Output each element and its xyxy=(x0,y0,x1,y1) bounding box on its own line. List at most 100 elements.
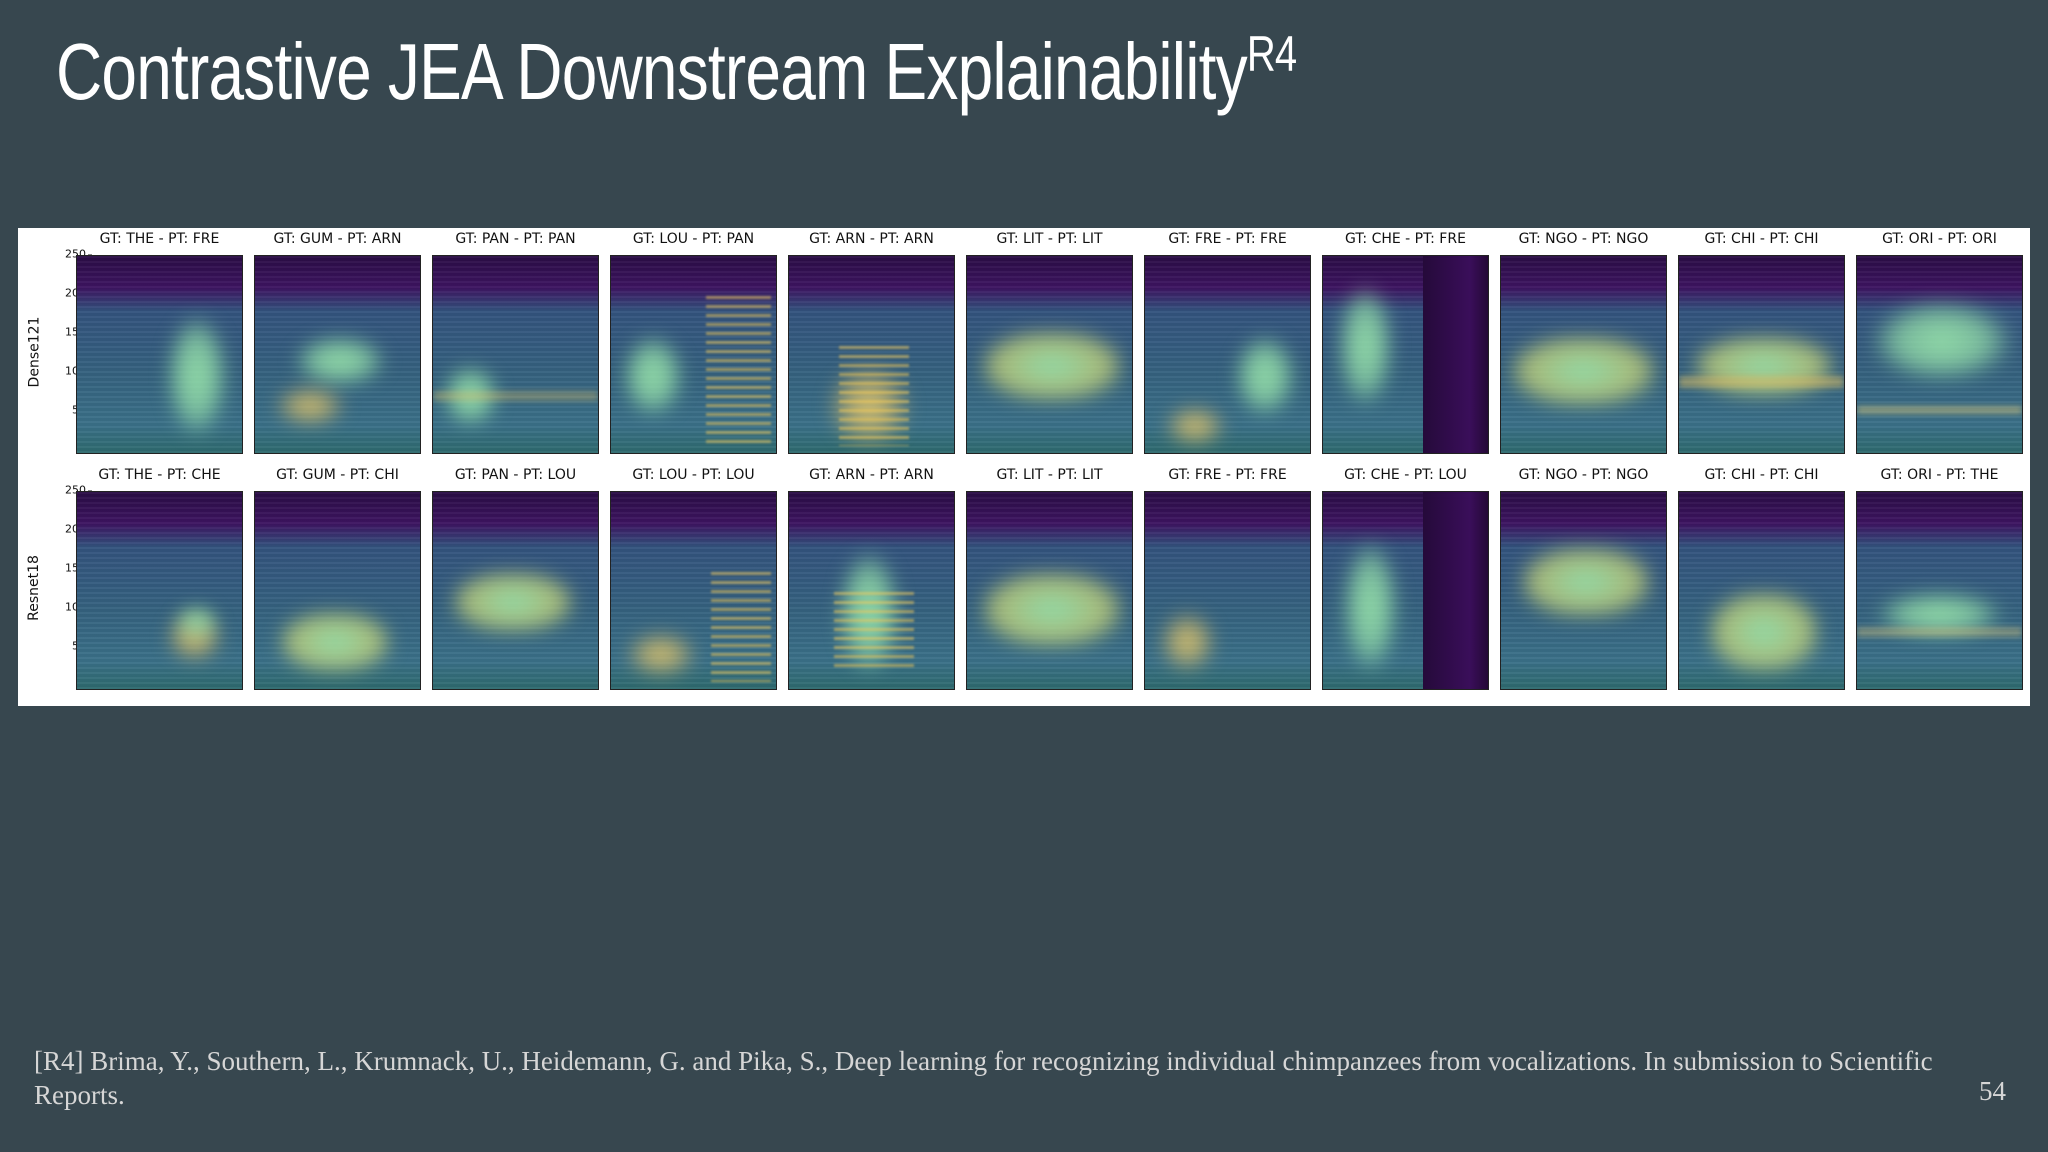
heatmap-overlay xyxy=(839,346,909,446)
spectrogram-panel: GT: CHE - PT: FRE xyxy=(1322,228,1489,464)
gradcam-heatmap-image xyxy=(788,491,955,690)
gradcam-heatmap-image xyxy=(1678,255,1845,454)
gradcam-spectrogram-figure: Dense121 250200150100500 GT: THE - PT: F… xyxy=(18,228,2030,706)
heatmap-overlay xyxy=(177,607,217,637)
heatmap-overlay xyxy=(982,572,1122,647)
gradcam-heatmap-image xyxy=(1322,255,1489,454)
panel-title: GT: LIT - PT: LIT xyxy=(996,231,1103,247)
heatmap-overlay xyxy=(1165,406,1225,446)
gradcam-heatmap-image xyxy=(610,255,777,454)
spectrogram-panel: GT: ORI - PT: THE xyxy=(1856,464,2023,700)
spectrogram-panel: GT: LOU - PT: PAN xyxy=(610,228,777,464)
heatmap-overlay xyxy=(982,331,1122,401)
figure-row-dense121: Dense121 250200150100500 GT: THE - PT: F… xyxy=(18,228,2030,464)
spectrogram-panel: GT: FRE - PT: FRE xyxy=(1144,464,1311,700)
gradcam-heatmap-image xyxy=(1500,255,1667,454)
panel-title: GT: LIT - PT: LIT xyxy=(996,467,1103,483)
slide-title-text: Contrastive JEA Downstream Explainabilit… xyxy=(56,27,1248,116)
heatmap-overlay xyxy=(167,316,227,436)
spectrogram-panel: GT: THE - PT: FRE xyxy=(76,228,243,464)
heatmap-overlay xyxy=(1423,256,1488,453)
heatmap-overlay xyxy=(706,296,771,446)
page-number: 54 xyxy=(1979,1076,2006,1106)
panel-title: GT: ORI - PT: THE xyxy=(1880,467,1999,483)
panel-title: GT: CHE - PT: FRE xyxy=(1345,231,1466,247)
heatmap-overlay xyxy=(443,366,498,426)
panel-title: GT: ARN - PT: ARN xyxy=(809,231,934,247)
gradcam-heatmap-image xyxy=(1856,255,2023,454)
panel-title: GT: NGO - PT: NGO xyxy=(1518,467,1649,483)
heatmap-overlay xyxy=(1877,592,2002,637)
spectrogram-panel: GT: ORI - PT: ORI xyxy=(1856,228,2023,464)
gradcam-heatmap-image xyxy=(76,255,243,454)
figure-row-resnet18: Resnet18 250200150100500 GT: THE - PT: C… xyxy=(18,464,2030,700)
heatmap-overlay xyxy=(1857,406,2022,414)
panel-title: GT: CHE - PT: LOU xyxy=(1344,467,1467,483)
spectrogram-panel: GT: NGO - PT: NGO xyxy=(1500,228,1667,464)
panel-title: GT: LOU - PT: PAN xyxy=(632,231,755,247)
panel-title: GT: GUM - PT: ARN xyxy=(273,231,402,247)
heatmap-overlay xyxy=(1857,627,2022,637)
reference-footnote: [R4] Brima, Y., Southern, L., Krumnack, … xyxy=(34,1046,1933,1110)
heatmap-overlay xyxy=(626,632,696,677)
gradcam-heatmap-image xyxy=(610,491,777,690)
panel-title: GT: FRE - PT: FRE xyxy=(1168,231,1287,247)
heatmap-overlay xyxy=(453,572,573,632)
heatmap-overlay xyxy=(1423,492,1488,689)
heatmap-overlay xyxy=(1338,286,1393,406)
heatmap-overlay xyxy=(1511,336,1656,406)
heatmap-overlay xyxy=(295,336,385,386)
slide-title: Contrastive JEA Downstream Explainabilit… xyxy=(56,22,1297,122)
row-label-dense121: Dense121 xyxy=(26,316,42,388)
panel-title: GT: NGO - PT: NGO xyxy=(1518,231,1649,247)
spectrogram-panel: GT: ARN - PT: ARN xyxy=(788,228,955,464)
heatmap-overlay xyxy=(711,572,771,682)
gradcam-heatmap-image xyxy=(966,255,1133,454)
spectrogram-panel: GT: CHE - PT: LOU xyxy=(1322,464,1489,700)
panel-title: GT: CHI - PT: CHI xyxy=(1704,467,1819,483)
panel-title: GT: THE - PT: FRE xyxy=(99,231,220,247)
spectrogram-panel: GT: PAN - PT: LOU xyxy=(432,464,599,700)
gradcam-heatmap-image xyxy=(1322,491,1489,690)
spectrogram-panel: GT: THE - PT: CHE xyxy=(76,464,243,700)
panel-title: GT: ARN - PT: ARN xyxy=(809,467,934,483)
heatmap-overlay xyxy=(1160,612,1215,672)
gradcam-heatmap-image xyxy=(788,255,955,454)
panel-title: GT: THE - PT: CHE xyxy=(98,467,221,483)
row-label-resnet18: Resnet18 xyxy=(26,555,43,621)
panel-title: GT: PAN - PT: PAN xyxy=(455,231,576,247)
spectrogram-panel: GT: FRE - PT: FRE xyxy=(1144,228,1311,464)
spectrogram-panel: GT: GUM - PT: CHI xyxy=(254,464,421,700)
heatmap-overlay xyxy=(1343,542,1398,672)
spectrogram-panel: GT: CHI - PT: CHI xyxy=(1678,464,1845,700)
gradcam-heatmap-image xyxy=(254,491,421,690)
spectrogram-panel: GT: GUM - PT: ARN xyxy=(254,228,421,464)
gradcam-heatmap-image xyxy=(966,491,1133,690)
gradcam-heatmap-image xyxy=(254,255,421,454)
gradcam-heatmap-image xyxy=(432,255,599,454)
panel-title: GT: FRE - PT: FRE xyxy=(1168,467,1287,483)
gradcam-heatmap-image xyxy=(76,491,243,690)
spectrogram-panel: GT: LOU - PT: LOU xyxy=(610,464,777,700)
panel-title: GT: LOU - PT: LOU xyxy=(632,467,755,483)
spectrogram-panel: GT: NGO - PT: NGO xyxy=(1500,464,1667,700)
heatmap-overlay xyxy=(1679,376,1844,388)
gradcam-heatmap-image xyxy=(1500,491,1667,690)
spectrogram-panel: GT: LIT - PT: LIT xyxy=(966,464,1133,700)
heatmap-overlay xyxy=(280,612,390,672)
panel-title: GT: CHI - PT: CHI xyxy=(1704,231,1819,247)
gradcam-heatmap-image xyxy=(1144,255,1311,454)
heatmap-overlay xyxy=(433,391,598,401)
spectrogram-panel: GT: CHI - PT: CHI xyxy=(1678,228,1845,464)
gradcam-heatmap-image xyxy=(432,491,599,690)
title-reference-superscript: R4 xyxy=(1246,26,1297,82)
panel-title: GT: PAN - PT: LOU xyxy=(454,467,577,483)
heatmap-overlay xyxy=(834,592,914,672)
panel-title: GT: ORI - PT: ORI xyxy=(1882,231,1997,247)
spectrogram-panel: GT: PAN - PT: PAN xyxy=(432,228,599,464)
gradcam-heatmap-image xyxy=(1856,491,2023,690)
spectrogram-panel: GT: LIT - PT: LIT xyxy=(966,228,1133,464)
heatmap-overlay xyxy=(1235,336,1295,416)
heatmap-overlay xyxy=(275,386,345,426)
heatmap-overlay xyxy=(1709,592,1819,672)
